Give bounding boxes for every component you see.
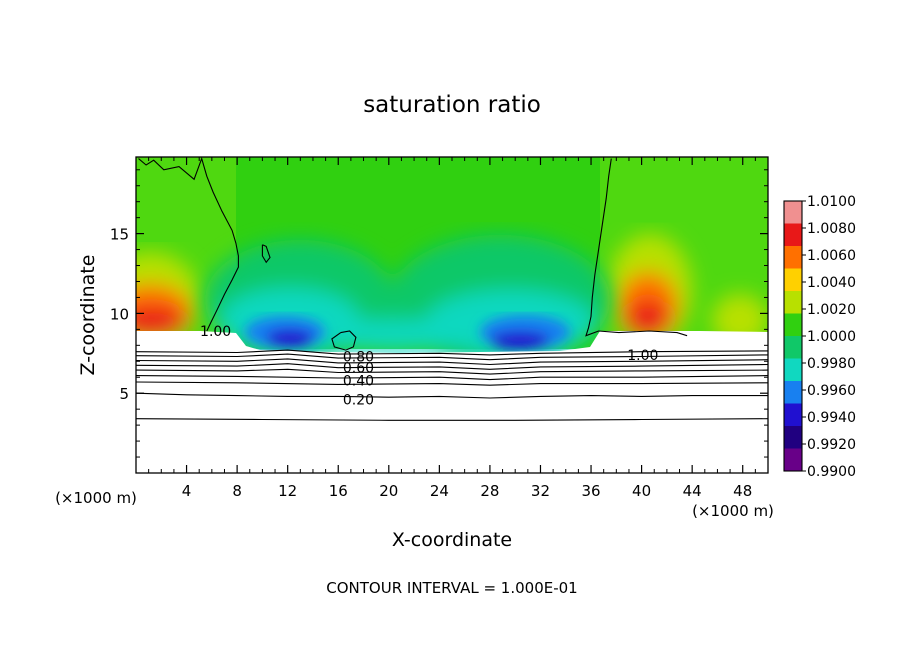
x-tick-label-9: 40 bbox=[632, 482, 651, 500]
colorbar-swatch-7 bbox=[784, 358, 802, 382]
contour-line-9 bbox=[138, 157, 239, 332]
contour-label-0: 1.00 bbox=[200, 324, 231, 340]
colorbar-swatch-10 bbox=[784, 426, 802, 449]
y-axis-label: Z-coordinate bbox=[77, 255, 99, 376]
contour-lines bbox=[136, 157, 768, 421]
colorbar-label-6: 0.9980 bbox=[807, 356, 856, 372]
colorbar-swatch-1 bbox=[784, 223, 802, 247]
contour-line-12 bbox=[331, 330, 357, 351]
colorbar-label-10: 0.9900 bbox=[807, 464, 856, 480]
contour-line-7 bbox=[136, 353, 768, 361]
x-tick-label-3: 16 bbox=[329, 482, 348, 500]
colorbar-swatch-6 bbox=[784, 336, 802, 359]
colorbar: 1.0100 1.0080 1.0060 1.0040 1.0020 1.0000 0.99… bbox=[783, 194, 856, 480]
x-axis-unit-left: (×1000 m) bbox=[55, 489, 137, 507]
contour-line-1 bbox=[136, 418, 768, 421]
colorbar-swatch-4 bbox=[784, 291, 802, 314]
colorbar-swatch-5 bbox=[784, 313, 802, 337]
colorbar-label-7: 0.9960 bbox=[807, 383, 856, 399]
contour-line-2 bbox=[136, 381, 768, 386]
colorbar-label-1: 1.0080 bbox=[807, 221, 856, 237]
heatmap-field bbox=[136, 157, 768, 473]
contour-line-5 bbox=[136, 363, 768, 370]
colorbar-swatch-3 bbox=[784, 268, 802, 292]
contour-label-1: 1.00 bbox=[627, 348, 658, 364]
x-tick-label-4: 20 bbox=[379, 482, 398, 500]
contour-label-2: 0.80 bbox=[343, 349, 374, 365]
contour-label-5: 0.20 bbox=[343, 393, 374, 409]
x-axis: 4 8 12 16 20 24 28 32 36 40 44 48 bbox=[148, 157, 756, 500]
colorbar-label-5: 1.0000 bbox=[807, 329, 856, 345]
y-tick-label-1: 10 bbox=[110, 305, 129, 323]
contour-interval-footer: CONTOUR INTERVAL = 1.000E-01 bbox=[326, 579, 577, 597]
y-tick-label-2: 15 bbox=[110, 226, 129, 244]
contour-label-3: 0.60 bbox=[343, 361, 374, 377]
x-tick-label-11: 48 bbox=[733, 482, 752, 500]
x-tick-label-8: 36 bbox=[581, 482, 600, 500]
contour-line-8 bbox=[136, 349, 768, 356]
x-axis-label: X-coordinate bbox=[392, 529, 512, 551]
colorbar-label-3: 1.0040 bbox=[807, 275, 856, 291]
contour-label-4: 0.40 bbox=[343, 373, 374, 389]
contour-line-10 bbox=[585, 158, 688, 337]
contour-labels: 1.00 1.00 0.800.600.40 0.20 bbox=[200, 324, 658, 409]
chart-title: saturation ratio bbox=[363, 92, 541, 118]
contour-line-0 bbox=[136, 392, 768, 399]
y-axis: 5 10 15 bbox=[110, 169, 768, 458]
colorbar-label-0: 1.0100 bbox=[807, 194, 856, 210]
x-tick-label-5: 24 bbox=[430, 482, 449, 500]
x-tick-label-7: 32 bbox=[531, 482, 550, 500]
contour-line-4 bbox=[136, 368, 768, 375]
x-tick-label-0: 4 bbox=[182, 482, 192, 500]
y-tick-label-0: 5 bbox=[119, 385, 129, 403]
x-tick-label-1: 8 bbox=[232, 482, 242, 500]
contour-line-3 bbox=[136, 375, 768, 381]
colorbar-label-9: 0.9920 bbox=[807, 437, 856, 453]
colorbar-swatch-0 bbox=[784, 201, 802, 224]
colorbar-label-8: 0.9940 bbox=[807, 410, 856, 426]
colorbar-swatch-9 bbox=[784, 403, 802, 427]
x-tick-label-2: 12 bbox=[278, 482, 297, 500]
colorbar-swatch-2 bbox=[784, 246, 802, 269]
colorbar-label-2: 1.0060 bbox=[807, 248, 856, 264]
x-axis-unit-right: (×1000 m) bbox=[692, 502, 774, 520]
contour-line-11 bbox=[261, 244, 271, 264]
colorbar-swatch-11 bbox=[784, 448, 802, 472]
x-tick-label-6: 28 bbox=[480, 482, 499, 500]
colorbar-swatch-8 bbox=[784, 381, 802, 404]
colorbar-label-4: 1.0020 bbox=[807, 302, 856, 318]
x-tick-label-10: 44 bbox=[683, 482, 702, 500]
contour-line-6 bbox=[136, 358, 768, 366]
